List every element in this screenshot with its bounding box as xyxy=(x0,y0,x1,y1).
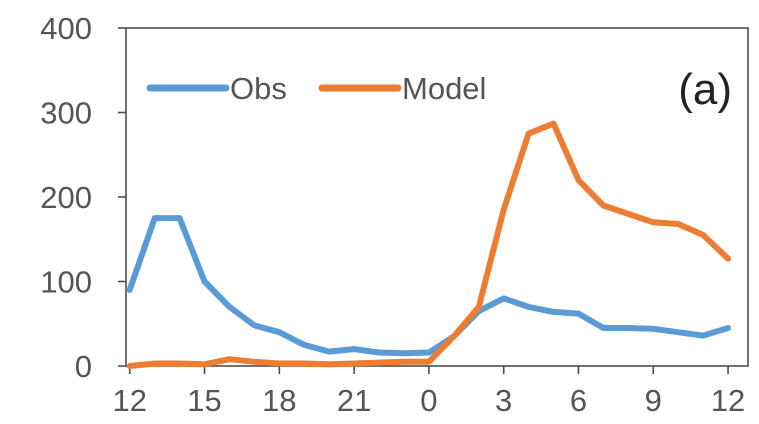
x-tick-label: 15 xyxy=(187,383,221,418)
series-lines xyxy=(126,120,732,369)
x-tick-label: 6 xyxy=(570,383,587,418)
y-tick-label: 300 xyxy=(40,96,92,131)
x-axis-ticks: 12 15 18 21 0 3 6 9 12 xyxy=(112,366,745,418)
x-tick-label: 9 xyxy=(645,383,662,418)
series-line-model xyxy=(126,120,732,369)
y-tick-label: 100 xyxy=(40,265,92,300)
x-tick-label: 3 xyxy=(495,383,512,418)
x-tick-label: 21 xyxy=(337,383,371,418)
y-tick-label: 400 xyxy=(40,11,92,46)
legend-label-model: Model xyxy=(402,71,486,106)
y-axis-ticks: 0 100 200 300 400 xyxy=(40,11,126,384)
x-tick-label: 12 xyxy=(112,383,146,418)
y-tick-label: 200 xyxy=(40,180,92,215)
series-line-obs xyxy=(126,215,732,357)
legend-label-obs: Obs xyxy=(230,71,287,106)
x-tick-label: 12 xyxy=(711,383,745,418)
y-tick-label: 0 xyxy=(75,349,92,384)
legend: Obs Model xyxy=(146,71,486,106)
x-tick-label: 0 xyxy=(420,383,437,418)
panel-label: (a) xyxy=(678,65,732,114)
x-tick-label: 18 xyxy=(262,383,296,418)
